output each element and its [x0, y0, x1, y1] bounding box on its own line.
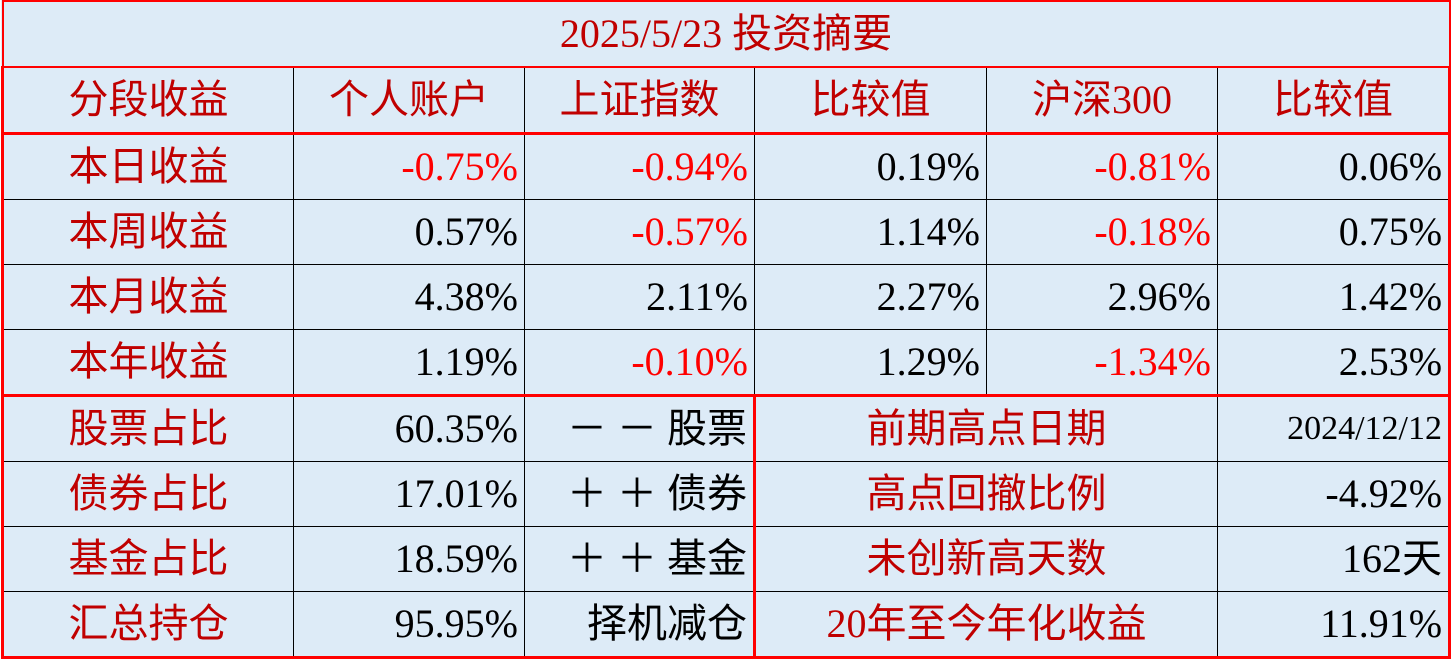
position-action: ＋ ＋ 债券	[524, 461, 756, 527]
position-value: 60.35%	[293, 394, 525, 462]
personal-value: 4.38%	[293, 264, 525, 330]
position-label: 股票占比	[1, 394, 294, 462]
position-action: 择机减仓	[524, 591, 756, 659]
csi300-value: -1.34%	[986, 329, 1218, 396]
sse-value: -0.10%	[524, 329, 755, 396]
position-label: 汇总持仓	[1, 591, 294, 659]
header-cell: 沪深300	[986, 66, 1218, 134]
diff1-value: 1.14%	[754, 199, 987, 265]
position-value: 95.95%	[293, 591, 525, 659]
page-title: 2025/5/23 投资摘要	[1, 0, 1451, 68]
diff2-value: 0.75%	[1216, 199, 1451, 265]
period-label: 本月收益	[1, 264, 294, 330]
sse-value: -0.57%	[524, 199, 755, 265]
period-label: 本周收益	[1, 199, 294, 265]
personal-value: -0.75%	[293, 132, 525, 200]
period-label: 本年收益	[1, 329, 294, 396]
metric-label: 前期高点日期	[754, 394, 1218, 462]
metric-value: 11.91%	[1216, 591, 1451, 659]
personal-value: 1.19%	[293, 329, 525, 396]
csi300-value: -0.18%	[986, 199, 1218, 265]
header-row: 分段收益 个人账户 上证指数 比较值 沪深300 比较值	[1, 66, 1451, 134]
header-cell: 分段收益	[1, 66, 294, 134]
sse-value: -0.94%	[524, 132, 755, 200]
sse-value: 2.11%	[524, 264, 755, 330]
position-action: － － 股票	[524, 394, 756, 462]
diff1-value: 0.19%	[754, 132, 987, 200]
metric-label: 20年至今年化收益	[754, 591, 1218, 659]
header-cell: 个人账户	[293, 66, 525, 134]
diff1-value: 2.27%	[754, 264, 987, 330]
position-row: 汇总持仓 95.95% 择机减仓 20年至今年化收益 11.91%	[1, 591, 1451, 659]
csi300-value: -0.81%	[986, 132, 1218, 200]
returns-row: 本周收益 0.57% -0.57% 1.14% -0.18% 0.75%	[1, 199, 1451, 265]
header-cell: 比较值	[754, 66, 987, 134]
position-value: 18.59%	[293, 526, 525, 592]
header-cell: 比较值	[1216, 66, 1451, 134]
position-row: 基金占比 18.59% ＋ ＋ 基金 未创新高天数 162天	[1, 526, 1451, 592]
diff1-value: 1.29%	[754, 329, 987, 396]
metric-label: 高点回撤比例	[754, 461, 1218, 527]
metric-value: -4.92%	[1216, 461, 1451, 527]
title-row: 2025/5/23 投资摘要	[1, 0, 1451, 68]
metric-label: 未创新高天数	[754, 526, 1218, 592]
period-label: 本日收益	[1, 132, 294, 200]
position-action: ＋ ＋ 基金	[524, 526, 756, 592]
returns-row: 本月收益 4.38% 2.11% 2.27% 2.96% 1.42%	[1, 264, 1451, 330]
position-value: 17.01%	[293, 461, 525, 527]
csi300-value: 2.96%	[986, 264, 1218, 330]
header-cell: 上证指数	[524, 66, 755, 134]
returns-row: 本日收益 -0.75% -0.94% 0.19% -0.81% 0.06%	[1, 132, 1451, 200]
returns-row: 本年收益 1.19% -0.10% 1.29% -1.34% 2.53%	[1, 329, 1451, 396]
diff2-value: 1.42%	[1216, 264, 1451, 330]
diff2-value: 2.53%	[1216, 329, 1451, 396]
position-label: 债券占比	[1, 461, 294, 527]
position-row: 债券占比 17.01% ＋ ＋ 债券 高点回撤比例 -4.92%	[1, 461, 1451, 527]
position-row: 股票占比 60.35% － － 股票 前期高点日期 2024/12/12	[1, 394, 1451, 462]
diff2-value: 0.06%	[1216, 132, 1451, 200]
position-label: 基金占比	[1, 526, 294, 592]
metric-value: 2024/12/12	[1216, 394, 1451, 462]
metric-value: 162天	[1216, 526, 1451, 592]
personal-value: 0.57%	[293, 199, 525, 265]
